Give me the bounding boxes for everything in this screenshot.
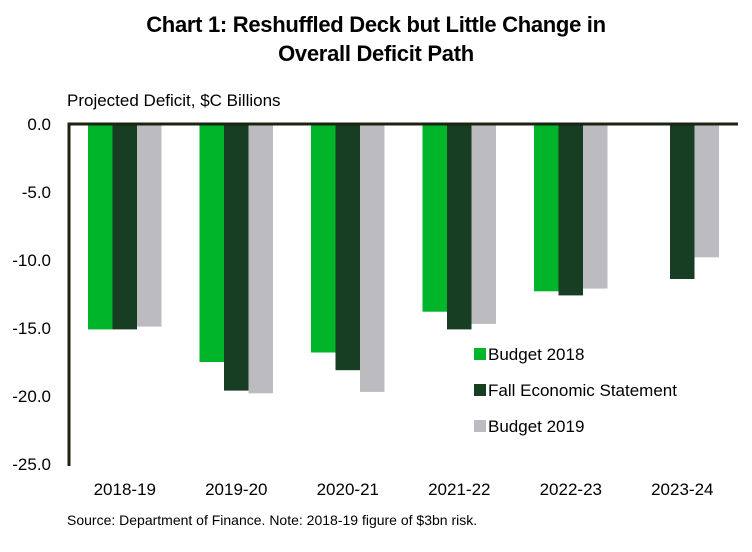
bar bbox=[583, 124, 608, 289]
bars-group bbox=[88, 124, 719, 394]
bar bbox=[447, 124, 472, 330]
x-tick-label: 2020-21 bbox=[317, 480, 379, 499]
bar bbox=[360, 124, 385, 392]
legend-label: Budget 2018 bbox=[488, 345, 584, 364]
y-tick-label: -10.0 bbox=[12, 251, 51, 270]
x-tick-label: 2022-23 bbox=[540, 480, 602, 499]
x-tick-label: 2021-22 bbox=[428, 480, 490, 499]
legend-label: Budget 2019 bbox=[488, 417, 584, 436]
bar bbox=[670, 124, 695, 279]
source-note: Source: Department of Finance. Note: 201… bbox=[67, 512, 478, 528]
x-tick-label: 2018-19 bbox=[94, 480, 156, 499]
x-ticks-group: 2018-19 2019-20 2020-21 2021-22 2022-23 2023-… bbox=[94, 480, 714, 499]
axes-group bbox=[67, 122, 738, 466]
bar bbox=[137, 124, 162, 327]
y-tick-label: -25.0 bbox=[12, 455, 51, 474]
y-tick-label: -15.0 bbox=[12, 319, 51, 338]
legend-swatch bbox=[474, 384, 486, 396]
bar bbox=[534, 124, 559, 292]
x-tick-label: 2023-24 bbox=[651, 480, 713, 499]
bar bbox=[558, 124, 583, 296]
bar bbox=[471, 124, 496, 324]
legend-swatch bbox=[474, 348, 486, 360]
chart-title: Chart 1: Reshuffled Deck but Little Chan… bbox=[0, 10, 752, 68]
bar bbox=[694, 124, 719, 258]
y-ticks-group: 0.0 -5.0 -10.0 -15.0 -20.0 -25.0 bbox=[12, 115, 51, 474]
legend: Budget 2018 Fall Economic Statement Budget… bbox=[474, 345, 677, 436]
bar bbox=[199, 124, 224, 362]
chart-title-line-1: Chart 1: Reshuffled Deck but Little Chan… bbox=[146, 12, 606, 37]
chart-title-line-2: Overall Deficit Path bbox=[278, 41, 474, 66]
legend-swatch bbox=[474, 420, 486, 432]
legend-label: Fall Economic Statement bbox=[488, 381, 677, 400]
y-tick-label: 0.0 bbox=[27, 115, 51, 134]
bar bbox=[224, 124, 249, 391]
bar bbox=[112, 124, 137, 330]
bar bbox=[88, 124, 113, 330]
y-tick-label: -20.0 bbox=[12, 387, 51, 406]
bar bbox=[311, 124, 336, 353]
bar bbox=[335, 124, 360, 371]
y-tick-label: -5.0 bbox=[22, 183, 51, 202]
bar bbox=[248, 124, 273, 394]
bar bbox=[422, 124, 447, 312]
y-axis-label: Projected Deficit, $C Billions bbox=[67, 91, 281, 110]
x-tick-label: 2019-20 bbox=[205, 480, 267, 499]
